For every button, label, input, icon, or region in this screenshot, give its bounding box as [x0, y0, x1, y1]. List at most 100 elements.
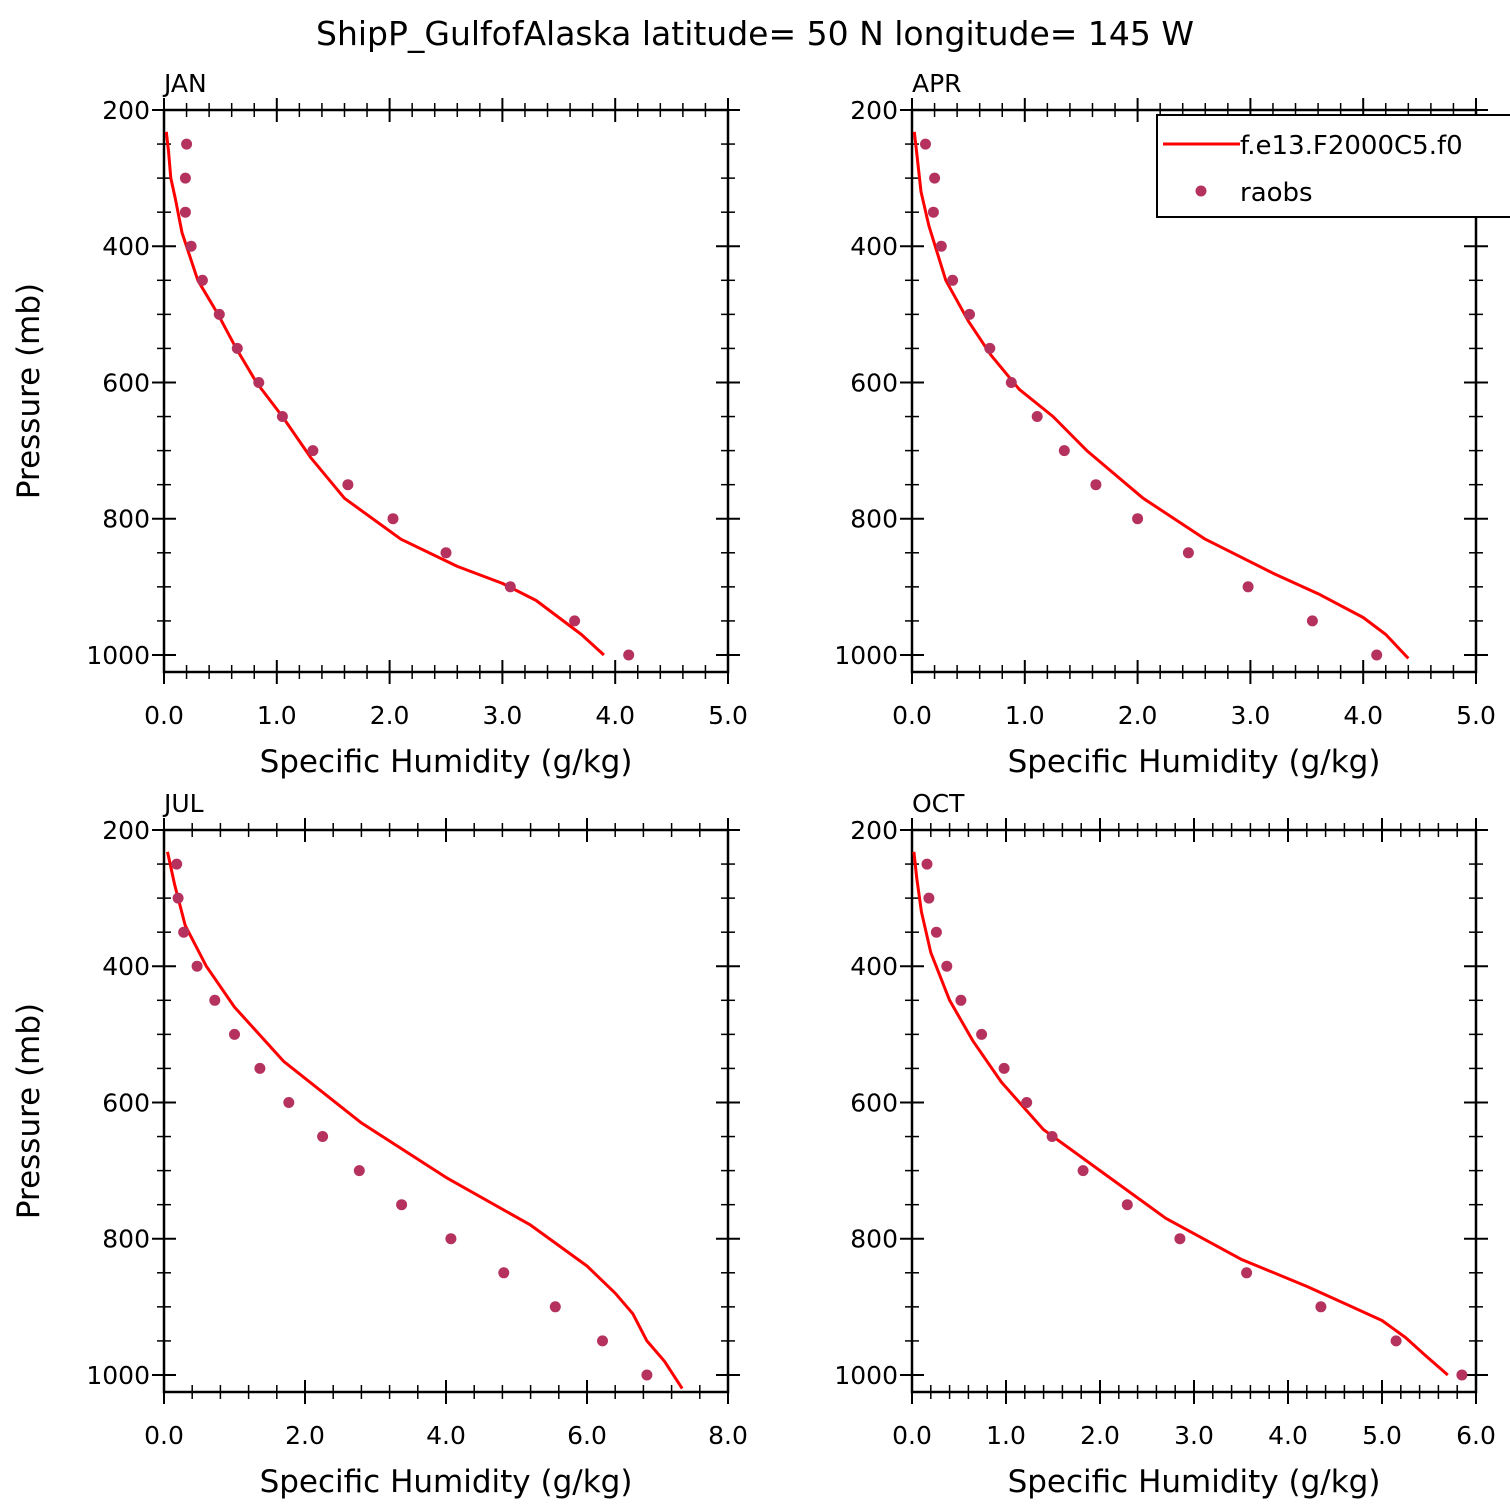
panels-group: JAN 200 400 600 800 1000 0.0 1.0 2.0 3.0 4.0 5.0 Spe…	[11, 69, 1496, 1500]
raobs-point	[1306, 615, 1318, 627]
raobs-point	[178, 926, 190, 938]
raobs-point	[941, 960, 953, 972]
x-tick-label: 4.0	[1343, 701, 1383, 730]
model-line-oct	[912, 851, 1449, 1377]
x-tick-label: 6.0	[1456, 1421, 1496, 1450]
x-tick-label: 2.0	[370, 701, 410, 730]
raobs-point	[930, 926, 942, 938]
panel-apr: APR 200 400 600 800 1000 0.0 1.0 2.0 3.0 4.0 5.0 Spe…	[834, 69, 1496, 780]
x-tick-label: 0.0	[144, 1421, 184, 1450]
y-tick-label: 1000	[834, 641, 898, 670]
plot-frame	[910, 108, 1478, 674]
raobs-point	[1371, 649, 1383, 661]
raobs-point	[920, 138, 931, 150]
raobs-point	[181, 138, 193, 150]
y-tick-label: 800	[102, 505, 150, 534]
raobs-point	[929, 172, 941, 184]
model-line-apr	[912, 131, 1410, 660]
y-tick-label: 800	[850, 505, 898, 534]
x-tick-label: 4.0	[1268, 1421, 1308, 1450]
x-tick-label: 0.0	[144, 701, 184, 730]
raobs-point	[1132, 513, 1144, 525]
x-tick-label: 4.0	[426, 1421, 466, 1450]
y-tick-label: 200	[102, 816, 150, 845]
raobs-point	[254, 1062, 266, 1074]
panel-jul: JUL 200 400 600 800 1000 0.0 2.0 4.0 6.0 8.0 Specif…	[11, 789, 748, 1500]
raobs-point	[353, 1165, 365, 1177]
y-tick-label: 800	[102, 1225, 150, 1254]
raobs-point	[1242, 581, 1254, 593]
raobs-point	[342, 479, 354, 491]
y-tick-label: 1000	[834, 1361, 898, 1390]
legend: f.e13.F2000C5.f0 raobs	[1156, 114, 1510, 218]
raobs-point	[1121, 1199, 1133, 1211]
raobs-point	[1005, 377, 1017, 388]
raobs-point	[440, 547, 452, 559]
x-tick-label: 2.0	[1080, 1421, 1120, 1450]
raobs-point	[396, 1199, 408, 1211]
x-tick-label: 0.0	[892, 701, 932, 730]
raobs-point	[549, 1301, 561, 1313]
raobs-point	[498, 1267, 510, 1279]
plot-frame	[162, 108, 730, 674]
raobs-point	[984, 342, 996, 354]
x-tick-label: 2.0	[285, 1421, 325, 1450]
y-tick-label: 200	[850, 96, 898, 125]
raobs-point	[623, 649, 635, 661]
x-tick-label: 3.0	[1174, 1421, 1214, 1450]
legend-obs-label: raobs	[1240, 178, 1313, 208]
y-axis-label: Pressure (mb)	[11, 1003, 47, 1219]
raobs-point	[229, 1028, 240, 1040]
panel-label: OCT	[912, 789, 965, 818]
raobs-point	[921, 858, 933, 870]
y-tick-label: 600	[102, 368, 150, 397]
raobs-point	[955, 994, 967, 1006]
figure-title: ShipP_GulfofAlaska latitude= 50 N longit…	[316, 14, 1194, 53]
raobs-point	[998, 1062, 1010, 1074]
panel-oct: OCT 200 400 600 800 1000 0.0 1.0 2.0 3.0 4.0 5.0 6.0…	[834, 789, 1496, 1500]
raobs-point	[1021, 1097, 1033, 1108]
raobs-point	[213, 308, 225, 320]
y-tick-label: 600	[850, 368, 898, 397]
x-axis-label: Specific Humidity (g/kg)	[1008, 744, 1381, 780]
x-axis-label: Specific Humidity (g/kg)	[260, 1464, 633, 1500]
raobs-point	[445, 1233, 457, 1245]
raobs-point	[935, 240, 947, 252]
raobs-point	[641, 1369, 653, 1381]
panel-jan: JAN 200 400 600 800 1000 0.0 1.0 2.0 3.0 4.0 5.0 Spe…	[11, 69, 748, 780]
raobs-point	[976, 1028, 988, 1040]
raobs-point	[317, 1131, 329, 1142]
raobs-point	[1046, 1131, 1058, 1142]
raobs-point	[1241, 1267, 1253, 1279]
raobs-point	[231, 342, 243, 354]
raobs-point	[1090, 479, 1102, 491]
y-axis-label: Pressure (mb)	[11, 283, 47, 499]
raobs-point	[185, 240, 197, 252]
y-tick-label: 600	[850, 1088, 898, 1117]
plot-frame	[162, 828, 730, 1394]
raobs-point	[1315, 1301, 1327, 1313]
x-tick-label: 3.0	[1231, 701, 1271, 730]
model-line-jul	[166, 851, 684, 1390]
x-tick-label: 5.0	[708, 701, 748, 730]
y-tick-label: 200	[850, 816, 898, 845]
y-tick-label: 400	[850, 952, 898, 981]
x-tick-label: 4.0	[595, 701, 635, 730]
y-tick-label: 400	[850, 232, 898, 261]
legend-obs-marker	[1195, 185, 1207, 197]
raobs-point	[387, 513, 399, 525]
raobs-point	[1174, 1233, 1186, 1245]
raobs-point	[276, 411, 288, 422]
raobs-point	[172, 892, 184, 904]
x-tick-label: 6.0	[567, 1421, 607, 1450]
x-tick-label: 8.0	[708, 1421, 748, 1450]
x-tick-label: 2.0	[1118, 701, 1158, 730]
raobs-point	[1390, 1335, 1402, 1347]
y-tick-label: 600	[102, 1088, 150, 1117]
y-tick-label: 400	[102, 952, 150, 981]
raobs-point	[1456, 1369, 1468, 1381]
raobs-point	[964, 308, 975, 320]
raobs-point	[196, 274, 208, 286]
raobs-point	[191, 960, 203, 972]
raobs-point	[569, 615, 581, 627]
